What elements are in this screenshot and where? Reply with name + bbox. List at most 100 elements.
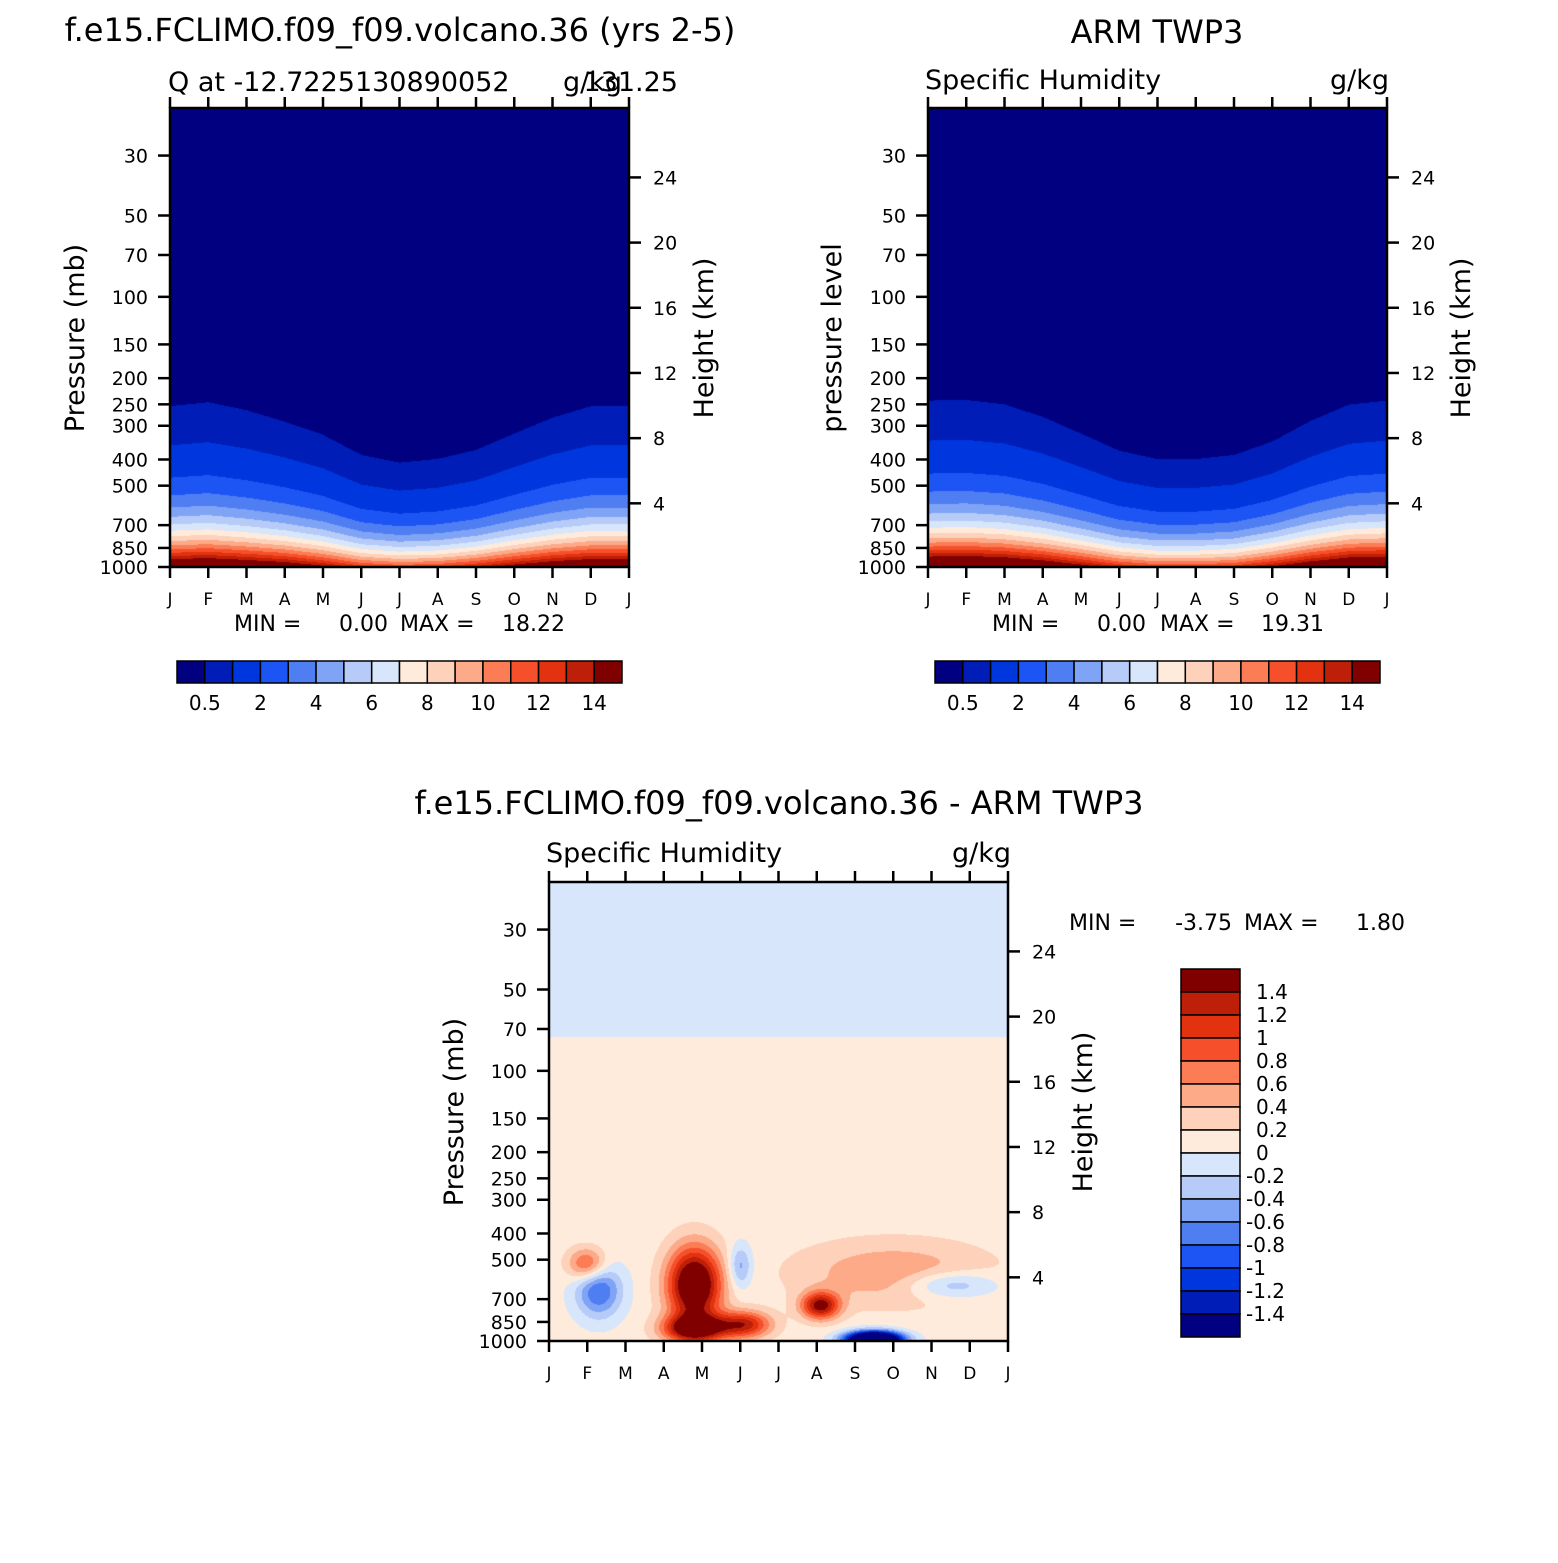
y-tick-label: 50 bbox=[124, 206, 148, 228]
y-tick-label: 250 bbox=[112, 394, 148, 416]
y-tick-label: 100 bbox=[491, 1061, 527, 1083]
panel-model-min-label: MIN = bbox=[234, 612, 301, 637]
x-tick-label: J bbox=[358, 590, 364, 610]
colorbar-swatch bbox=[1351, 660, 1381, 684]
x-tick-label: A bbox=[1037, 590, 1049, 610]
colorbar-swatch bbox=[1180, 1129, 1241, 1154]
y-tick-label: 50 bbox=[882, 206, 906, 228]
colorbar-swatch bbox=[482, 660, 512, 684]
y-tick-label: 700 bbox=[112, 515, 148, 537]
panel-obs-colorbar: 0.5 2 4 6 8 10 12 14 bbox=[934, 660, 1381, 715]
height-tick-label: 24 bbox=[1411, 167, 1435, 189]
colorbar-label: -0.2 bbox=[1246, 1164, 1285, 1188]
colorbar-swatch bbox=[1180, 1037, 1241, 1062]
colorbar-label: 0.6 bbox=[1256, 1072, 1288, 1096]
x-tick-label: M bbox=[695, 1364, 710, 1384]
x-tick-label: J bbox=[396, 590, 402, 610]
colorbar-label: 4 bbox=[1068, 691, 1081, 715]
y-tick-label: 500 bbox=[112, 476, 148, 498]
colorbar-swatch bbox=[1180, 1014, 1241, 1039]
height-tick-label: 4 bbox=[653, 493, 665, 515]
colorbar-label: 14 bbox=[1339, 691, 1364, 715]
y-tick-label: 30 bbox=[503, 920, 527, 942]
x-tick-label: N bbox=[925, 1364, 938, 1384]
x-tick-label: J bbox=[1154, 590, 1160, 610]
panel-model-colorbar: 0.5 2 4 6 8 10 12 14 bbox=[176, 660, 623, 715]
x-tick-label: S bbox=[471, 590, 482, 610]
colorbar-label: 12 bbox=[1284, 691, 1309, 715]
x-tick-label: J bbox=[1383, 590, 1389, 610]
colorbar-swatch bbox=[510, 660, 540, 684]
y-tick-label: 70 bbox=[503, 1019, 527, 1041]
colorbar-label: -0.4 bbox=[1246, 1187, 1285, 1211]
x-tick-label: O bbox=[887, 1364, 900, 1384]
y-tick-label: 250 bbox=[491, 1168, 527, 1190]
colorbar-label: 0.4 bbox=[1256, 1095, 1288, 1119]
x-tick-label: F bbox=[203, 590, 213, 610]
panel-model-coord: 131.25 bbox=[584, 67, 678, 98]
x-tick-label: A bbox=[1190, 590, 1202, 610]
colorbar-label: -0.8 bbox=[1246, 1233, 1285, 1257]
panel-model-subtitle: Q at -12.7225130890052 bbox=[168, 67, 510, 98]
x-tick-label: M bbox=[316, 590, 331, 610]
y-tick-label: 700 bbox=[491, 1289, 527, 1311]
colorbar-label: 2 bbox=[1012, 691, 1025, 715]
colorbar-swatch bbox=[204, 660, 234, 684]
colorbar-label: 1 bbox=[1256, 1026, 1269, 1050]
panel-model-max-value: 18.22 bbox=[502, 612, 565, 637]
x-tick-label: N bbox=[546, 590, 559, 610]
panel-obs-min-label: MIN = bbox=[992, 612, 1059, 637]
colorbar-swatch bbox=[1180, 1152, 1241, 1177]
x-tick-label: M bbox=[997, 590, 1012, 610]
contour-field bbox=[170, 108, 629, 567]
colorbar-swatch bbox=[1180, 1221, 1241, 1246]
height-tick-label: 20 bbox=[1411, 233, 1435, 255]
x-tick-label: N bbox=[1304, 590, 1317, 610]
x-tick-label: J bbox=[625, 590, 631, 610]
colorbar-swatch bbox=[1045, 660, 1075, 684]
colorbar-swatch bbox=[1180, 1244, 1241, 1269]
colorbar-swatch bbox=[1295, 660, 1326, 684]
panel-diff-units: g/kg bbox=[952, 838, 1011, 869]
height-tick-label: 20 bbox=[1032, 1007, 1056, 1029]
x-tick-label: J bbox=[775, 1364, 781, 1384]
colorbar-swatch bbox=[962, 660, 992, 684]
colorbar-swatch bbox=[1184, 660, 1214, 684]
panel-model-y2label: Height (km) bbox=[689, 258, 720, 419]
panel-model-min-value: 0.00 bbox=[339, 612, 388, 637]
colorbar-swatch bbox=[565, 660, 595, 684]
panel-diff-max-value: 1.80 bbox=[1356, 911, 1405, 936]
colorbar-label: 8 bbox=[1179, 691, 1192, 715]
panel-model-ylabel: Pressure (mb) bbox=[60, 244, 91, 432]
colorbar-label: -0.6 bbox=[1246, 1210, 1285, 1234]
panel-obs-subtitle: Specific Humidity bbox=[925, 65, 1161, 96]
panel-model: f.e15.FCLIMO.f09_f09.volcano.36 (yrs 2-5… bbox=[60, 11, 735, 715]
panel-obs-max-label: MAX = bbox=[1160, 612, 1235, 637]
panel-diff-max-label: MAX = bbox=[1244, 911, 1319, 936]
y-tick-label: 70 bbox=[124, 245, 148, 267]
colorbar-label: -1.2 bbox=[1246, 1279, 1285, 1303]
height-tick-label: 8 bbox=[653, 428, 665, 450]
y-tick-label: 1000 bbox=[100, 557, 148, 579]
colorbar-label: 0.8 bbox=[1256, 1049, 1288, 1073]
x-tick-label: F bbox=[582, 1364, 592, 1384]
x-tick-label: J bbox=[737, 1364, 743, 1384]
colorbar-swatch bbox=[1180, 1290, 1241, 1315]
y-tick-label: 1000 bbox=[479, 1331, 527, 1353]
y-tick-label: 850 bbox=[112, 538, 148, 560]
colorbar-label: -1.4 bbox=[1246, 1302, 1285, 1326]
colorbar-swatch bbox=[1180, 1175, 1241, 1200]
colorbar-swatch bbox=[287, 660, 317, 684]
colorbar-swatch bbox=[1073, 660, 1103, 684]
y-tick-label: 850 bbox=[870, 538, 906, 560]
colorbar-swatch bbox=[934, 660, 964, 684]
x-tick-label: J bbox=[1004, 1364, 1010, 1384]
y-tick-label: 100 bbox=[870, 287, 906, 309]
colorbar-label: 10 bbox=[1228, 691, 1253, 715]
x-tick-label: M bbox=[618, 1364, 633, 1384]
colorbar-swatch bbox=[426, 660, 456, 684]
panel-obs-title: ARM TWP3 bbox=[1071, 13, 1244, 51]
